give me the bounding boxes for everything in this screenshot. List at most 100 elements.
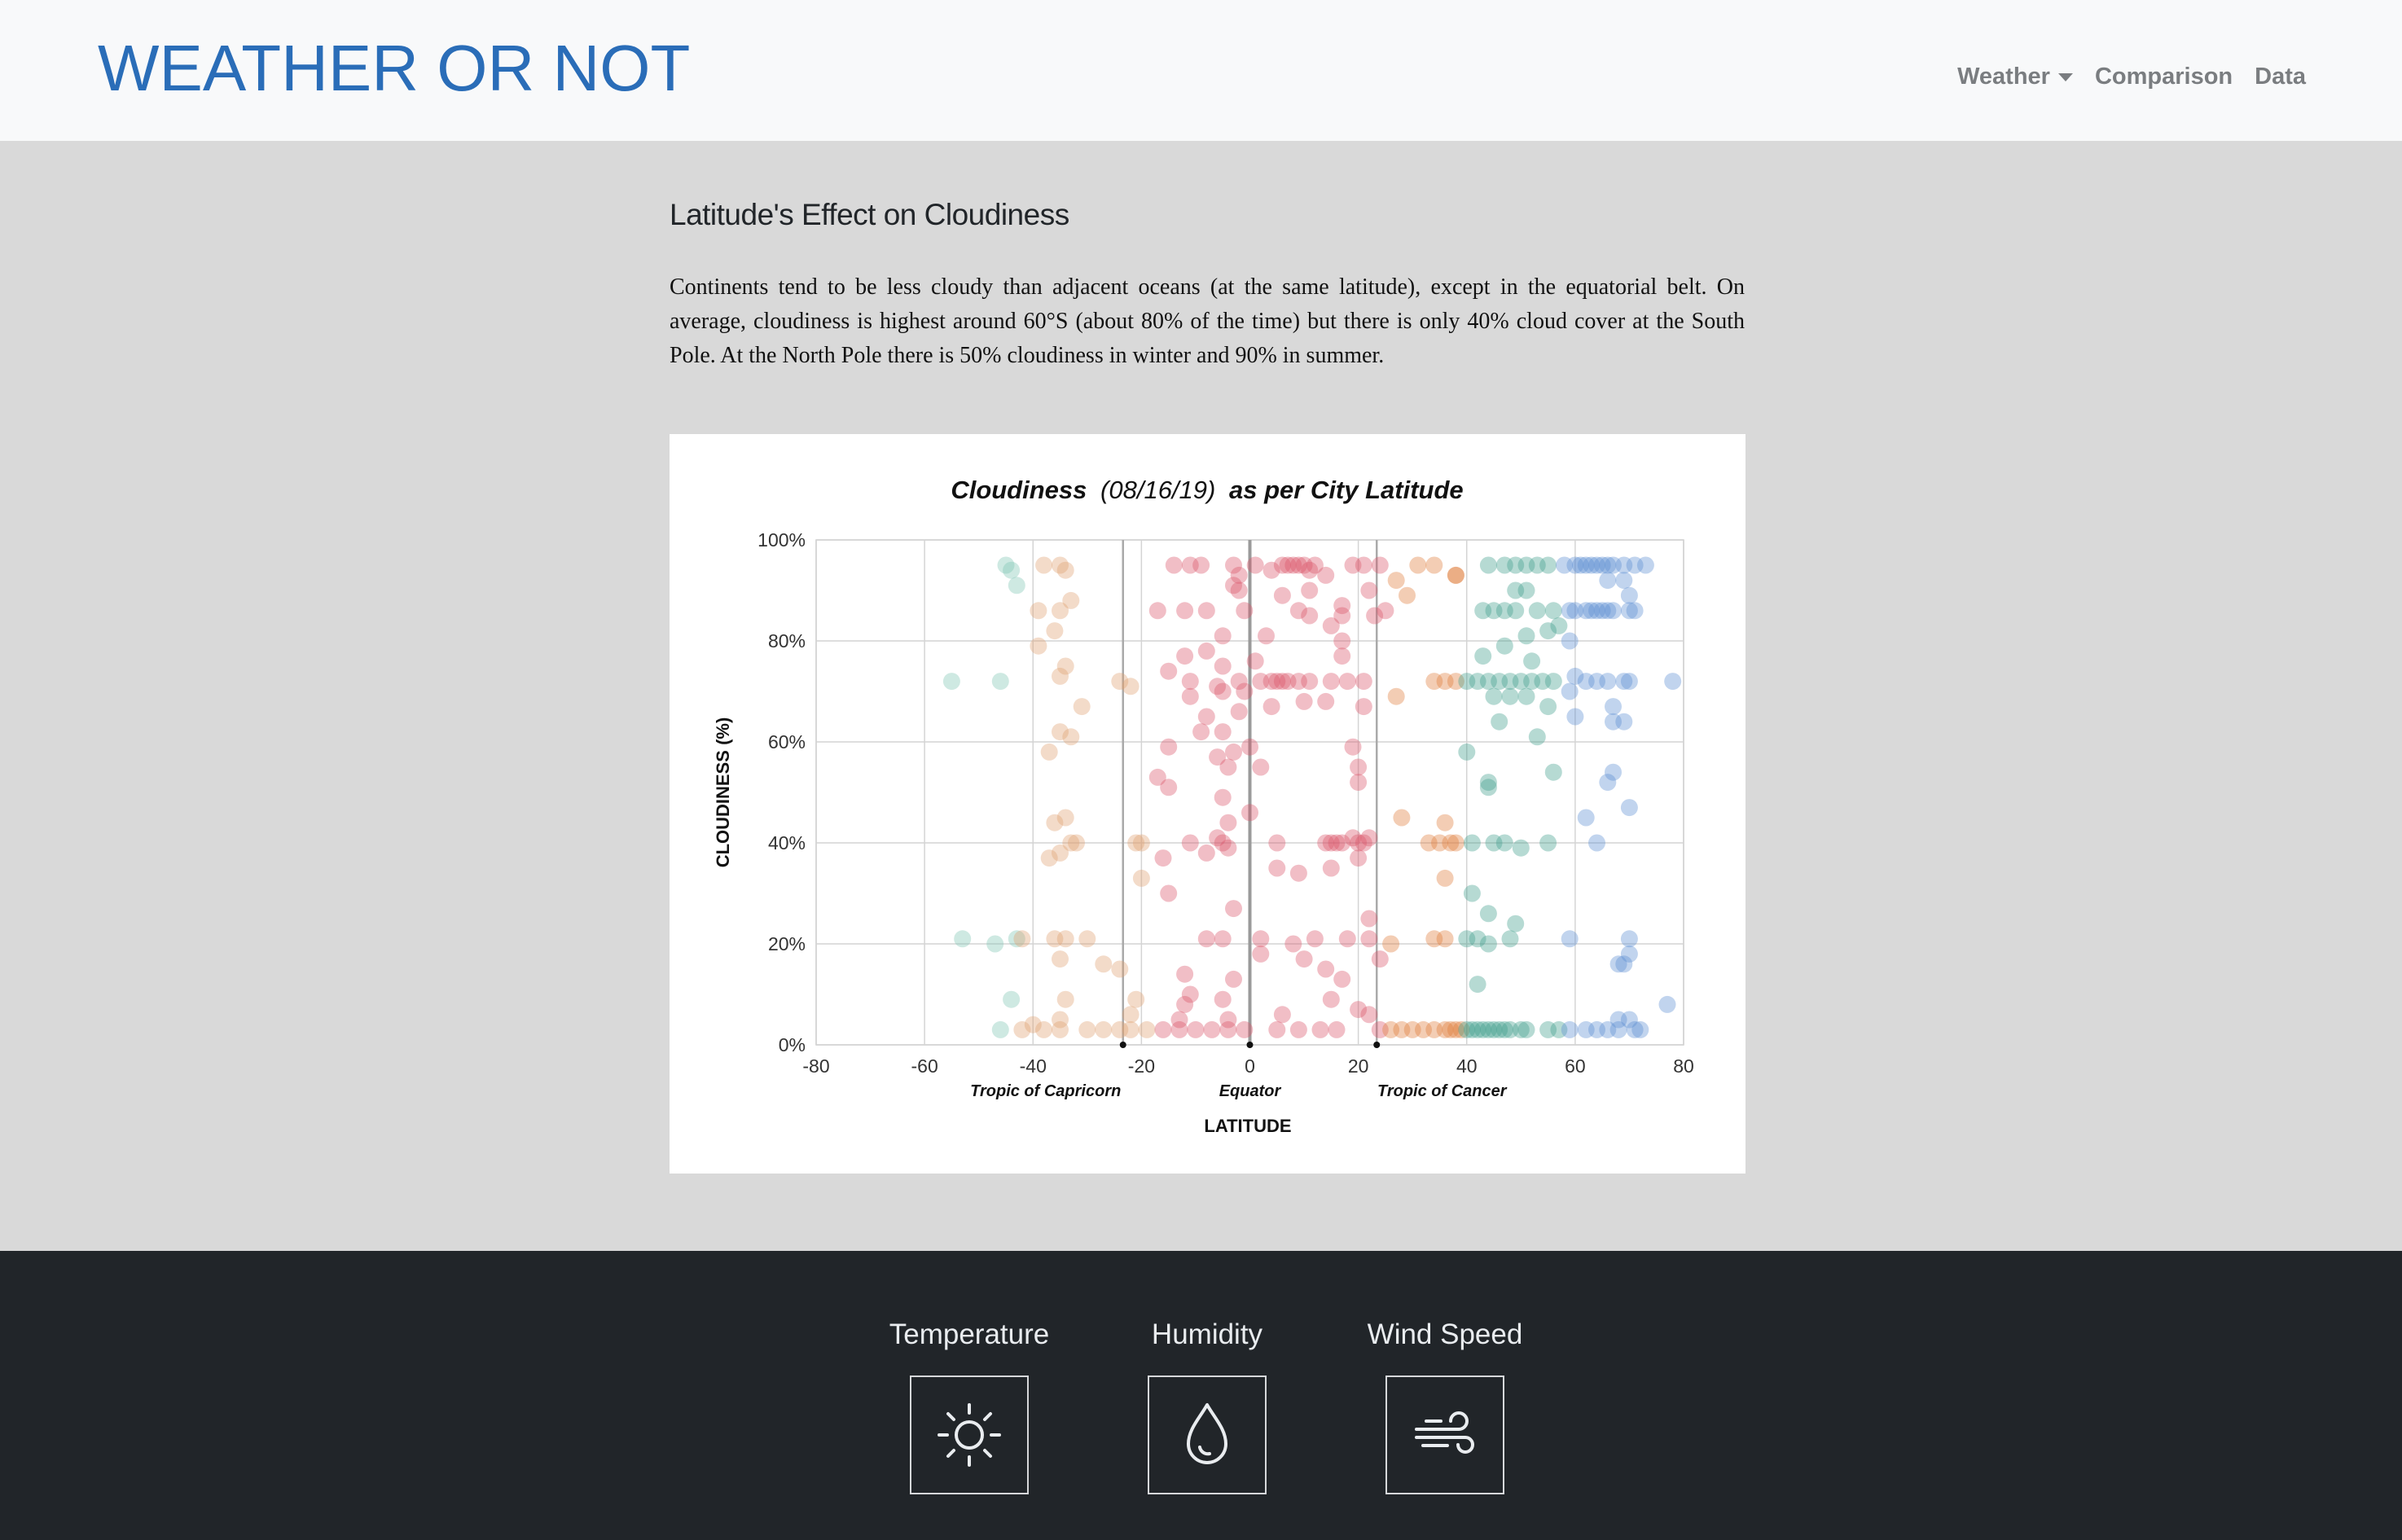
data-point bbox=[1599, 556, 1617, 574]
data-point bbox=[1528, 602, 1546, 620]
wind-icon bbox=[1415, 1411, 1474, 1454]
data-point bbox=[1469, 930, 1486, 948]
temperature-button[interactable] bbox=[910, 1375, 1029, 1494]
data-point bbox=[1013, 930, 1031, 948]
footer-humidity-label: Humidity bbox=[1151, 1318, 1263, 1350]
data-point bbox=[1523, 673, 1541, 691]
data-point bbox=[1517, 556, 1535, 574]
data-point bbox=[1626, 602, 1644, 620]
navbar: WEATHER OR NOT Weather Comparison Data bbox=[0, 0, 2402, 141]
data-point bbox=[1301, 581, 1319, 599]
data-point bbox=[1403, 1020, 1421, 1038]
data-point bbox=[1507, 602, 1525, 620]
data-point bbox=[1052, 723, 1069, 741]
data-point bbox=[1273, 556, 1291, 574]
wind-speed-button[interactable] bbox=[1385, 1375, 1504, 1494]
data-point bbox=[1393, 1020, 1411, 1038]
nav-comparison-link[interactable]: Comparison bbox=[2094, 64, 2233, 90]
brand-logo-link[interactable]: WEATHER OR NOT bbox=[98, 32, 691, 104]
data-point bbox=[1333, 607, 1351, 625]
humidity-button[interactable] bbox=[1148, 1375, 1267, 1494]
data-point bbox=[1620, 799, 1638, 817]
data-point bbox=[1485, 687, 1503, 705]
data-point bbox=[1052, 1020, 1069, 1038]
data-point bbox=[1615, 955, 1633, 973]
data-point bbox=[1333, 970, 1351, 988]
data-point bbox=[1463, 834, 1481, 852]
data-point bbox=[1350, 834, 1368, 852]
data-point bbox=[1463, 1020, 1481, 1038]
data-point bbox=[1241, 804, 1258, 822]
data-point bbox=[1561, 1020, 1579, 1038]
data-point bbox=[1491, 1020, 1508, 1038]
data-point bbox=[1214, 788, 1232, 806]
data-point bbox=[1495, 602, 1513, 620]
data-point bbox=[1181, 556, 1199, 574]
data-point bbox=[1344, 829, 1362, 847]
data-point bbox=[1528, 728, 1546, 746]
data-point bbox=[1491, 673, 1508, 691]
data-point bbox=[1360, 581, 1378, 599]
data-point bbox=[1046, 622, 1064, 640]
data-point bbox=[1382, 1020, 1400, 1038]
data-point bbox=[1203, 1020, 1221, 1038]
data-point bbox=[1197, 844, 1215, 862]
data-point bbox=[1436, 673, 1454, 691]
reference-marker bbox=[1246, 1042, 1254, 1048]
data-point bbox=[1046, 814, 1064, 831]
nav-weather-dropdown[interactable]: Weather bbox=[1957, 62, 2073, 91]
data-point bbox=[1436, 869, 1454, 887]
data-point bbox=[1322, 673, 1340, 691]
nav-data-link[interactable]: Data bbox=[2255, 64, 2306, 90]
data-point bbox=[1333, 834, 1351, 852]
data-point bbox=[1664, 673, 1682, 691]
chart-reference-lines bbox=[1119, 540, 1381, 1048]
data-point bbox=[1333, 597, 1351, 615]
data-point bbox=[1214, 930, 1232, 948]
data-point bbox=[1322, 990, 1340, 1008]
data-point bbox=[1452, 1020, 1470, 1038]
data-point bbox=[1317, 566, 1335, 584]
data-point bbox=[1605, 763, 1622, 781]
data-point bbox=[1040, 849, 1058, 867]
footer-wind-speed-label: Wind Speed bbox=[1367, 1318, 1523, 1350]
data-point bbox=[1176, 647, 1194, 665]
data-point bbox=[1279, 673, 1297, 691]
data-point bbox=[1160, 738, 1178, 756]
chart-title-part: Cloudiness bbox=[951, 476, 1087, 504]
data-point bbox=[1225, 900, 1242, 918]
data-point bbox=[1056, 809, 1074, 827]
data-point bbox=[1078, 930, 1096, 948]
data-point bbox=[1176, 995, 1194, 1013]
data-point bbox=[1556, 556, 1574, 574]
data-point bbox=[1273, 673, 1291, 691]
data-point bbox=[1219, 839, 1237, 857]
data-point bbox=[1246, 556, 1264, 574]
data-point bbox=[1577, 556, 1595, 574]
chart-card: Cloudiness (08/16/19) as per City Latitu… bbox=[670, 434, 1746, 1174]
y-tick-label: 0% bbox=[779, 1034, 806, 1055]
nav-links: Weather Comparison Data bbox=[1935, 62, 2306, 91]
data-point bbox=[1225, 556, 1242, 574]
data-point bbox=[1517, 687, 1535, 705]
data-point bbox=[1289, 673, 1307, 691]
data-point bbox=[1225, 743, 1242, 761]
data-point bbox=[1160, 884, 1178, 902]
data-point bbox=[1132, 834, 1150, 852]
data-point bbox=[1289, 602, 1307, 620]
data-point bbox=[1658, 995, 1676, 1013]
data-point bbox=[1615, 673, 1633, 691]
data-point bbox=[1517, 581, 1535, 599]
chart-title-part: (08/16/19) bbox=[1100, 476, 1215, 504]
data-point bbox=[1187, 1020, 1205, 1038]
data-point bbox=[1561, 930, 1579, 948]
x-tick-label: 40 bbox=[1456, 1055, 1478, 1077]
data-point bbox=[1577, 602, 1595, 620]
data-point bbox=[1620, 930, 1638, 948]
data-point bbox=[1273, 586, 1291, 604]
footer-temperature-label: Temperature bbox=[889, 1318, 1050, 1350]
x-tick-label: 0 bbox=[1245, 1055, 1255, 1077]
data-point bbox=[1317, 834, 1335, 852]
data-point bbox=[1572, 556, 1589, 574]
data-point bbox=[1052, 602, 1069, 620]
